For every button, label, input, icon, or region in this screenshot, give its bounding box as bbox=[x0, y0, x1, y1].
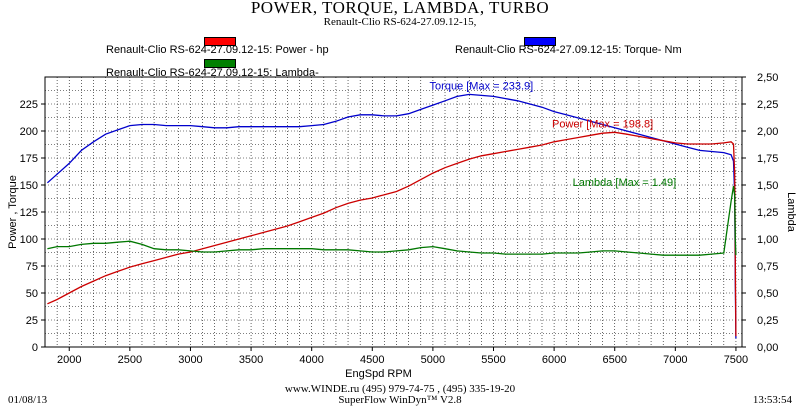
x-tick-label: 4000 bbox=[299, 354, 323, 366]
chart-title: POWER, TORQUE, LAMBDA, TURBO bbox=[250, 0, 550, 17]
y-right-tick-label: 1,25 bbox=[757, 207, 778, 219]
footer-contacts: www.WINDE.ru (495) 979-74-75 , (495) 335… bbox=[284, 383, 516, 395]
y-right-tick-label: 2,25 bbox=[757, 99, 778, 111]
y-left-tick-label: 200 bbox=[20, 126, 38, 138]
x-tick-label: 7000 bbox=[663, 354, 687, 366]
y-right-tick-label: 1,75 bbox=[757, 153, 778, 165]
y-right-axis-label: Lambda bbox=[785, 192, 797, 233]
footer-software: SuperFlow WinDyn™ V2.8 bbox=[338, 394, 462, 406]
y-right-tick-label: 0,25 bbox=[757, 315, 778, 327]
y-left-tick-label: 50 bbox=[26, 288, 38, 300]
y-left-tick-label: 0 bbox=[32, 342, 38, 354]
legend-torque: Renault-Clio RS-624-27.09.12-15: Torque-… bbox=[455, 44, 682, 56]
x-tick-label: 3500 bbox=[239, 354, 263, 366]
y-left-tick-label: 75 bbox=[26, 261, 38, 273]
x-tick-label: 7500 bbox=[724, 354, 748, 366]
x-tick-label: 2000 bbox=[57, 354, 81, 366]
x-tick-label: 4500 bbox=[360, 354, 384, 366]
y-left-axis-label: Power , Torque bbox=[7, 175, 19, 249]
legend-swatch-torque bbox=[524, 37, 556, 46]
y-right-tick-label: 1,00 bbox=[757, 234, 778, 246]
series-label-power: Power [Max = 198.8] bbox=[552, 118, 653, 130]
y-right-tick-label: 0,00 bbox=[757, 342, 778, 354]
y-right-tick-label: 0,50 bbox=[757, 288, 778, 300]
y-right-tick-label: 0,75 bbox=[757, 261, 778, 273]
series-label-torque: Torque [Max = 233.9] bbox=[430, 81, 534, 93]
y-left-tick-label: 225 bbox=[20, 99, 38, 111]
legend-swatch-power bbox=[204, 37, 236, 46]
footer-time: 13:53:54 bbox=[752, 394, 792, 406]
y-left-tick-label: 150 bbox=[20, 180, 38, 192]
y-left-tick-label: 25 bbox=[26, 315, 38, 327]
series-label-lambda: Lambda [Max = 1.49] bbox=[573, 177, 677, 189]
x-tick-label: 5000 bbox=[421, 354, 445, 366]
x-tick-label: 6500 bbox=[602, 354, 626, 366]
x-tick-label: 2500 bbox=[118, 354, 142, 366]
x-tick-label: 5500 bbox=[481, 354, 505, 366]
footer-date: 01/08/13 bbox=[8, 394, 48, 406]
y-right-tick-label: 2,50 bbox=[757, 72, 778, 84]
x-tick-label: 3000 bbox=[178, 354, 202, 366]
y-right-tick-label: 1,50 bbox=[757, 180, 778, 192]
series-line-power bbox=[47, 131, 737, 337]
x-axis-label: EngSpd RPM bbox=[345, 368, 412, 380]
legend-power: Renault-Clio RS-624-27.09.12-15: Power -… bbox=[106, 44, 329, 56]
y-left-tick-label: 100 bbox=[20, 234, 38, 246]
y-right-tick-label: 2,00 bbox=[757, 126, 778, 138]
series-line-lambda bbox=[47, 185, 737, 256]
x-tick-label: 6000 bbox=[542, 354, 566, 366]
y-left-tick-label: 125 bbox=[20, 207, 38, 219]
legend-swatch-lambda bbox=[204, 59, 236, 68]
chart-subtitle: Renault-Clio RS-624-27.09.12-15, bbox=[323, 16, 477, 28]
legend-lambda: Renault-Clio RS-624-27.09.12-15: Lambda- bbox=[106, 67, 319, 79]
y-left-tick-label: 175 bbox=[20, 153, 38, 165]
